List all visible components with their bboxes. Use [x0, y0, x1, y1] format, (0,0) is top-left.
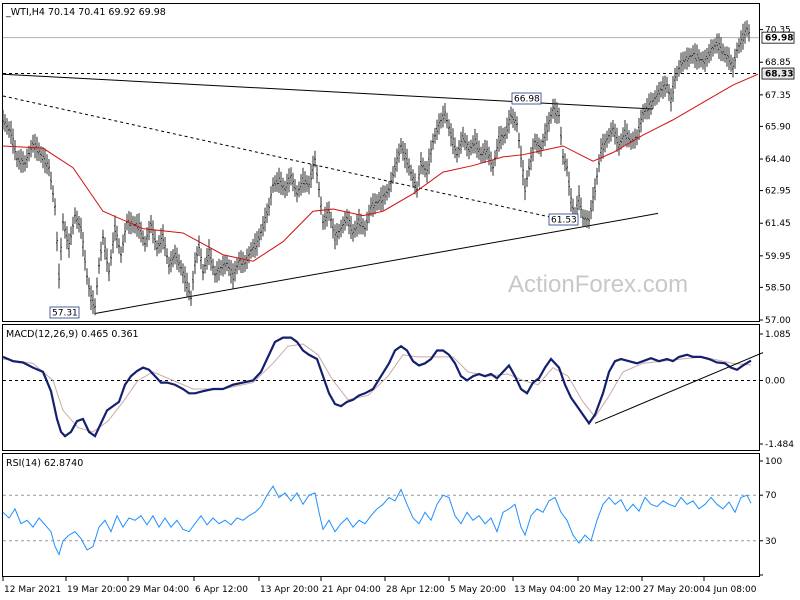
price-badges: 57.31 66.98 61.53 69.98 68.33: [49, 31, 795, 319]
price-tick-label: 59.95: [765, 252, 791, 262]
price-tick-label: 68.85: [765, 58, 791, 68]
macd-panel-frame: [2, 324, 760, 451]
price-label-badge: [49, 306, 80, 319]
watermark: ActionForex.com: [508, 271, 688, 298]
rsi-line: [2, 485, 752, 556]
rsi-tick-label: 30: [765, 537, 777, 547]
price-label-badge-text: 61.53: [551, 216, 577, 226]
macd-y-axis: 1.085 0.00 -1.484: [759, 330, 794, 450]
price-tick-label: 62.95: [765, 187, 791, 197]
price-y-axis: 70.35 68.85 67.35 65.90 64.40 62.95 61.45 59.95…: [759, 26, 791, 326]
macd-main-path: [2, 336, 752, 438]
resistance-trend-line: [2, 73, 654, 110]
rsi-path: [2, 485, 752, 556]
price-tick-label: 58.50: [765, 283, 791, 293]
macd-main-line: [2, 336, 752, 438]
price-tick-label: 65.90: [765, 122, 791, 132]
price-moving-average: [2, 73, 759, 262]
falling-trend-line: [2, 95, 574, 223]
price-panel-frame: [2, 3, 760, 322]
rsi-panel-frame: [2, 453, 760, 577]
price-label-badge-text: 66.98: [514, 95, 540, 105]
macd-signal-line: [2, 343, 752, 433]
rsi-y-axis: 100 70 30: [759, 457, 782, 576]
price-label-badge-text: 57.31: [52, 309, 78, 319]
macd-signal-path: [2, 343, 752, 433]
axis-price-badge: [761, 67, 795, 80]
rsi-level-lines: [3, 494, 759, 542]
time-tick-label: 5 May 20:00: [450, 585, 506, 595]
price-tick-label: 64.40: [765, 155, 791, 165]
price-label-badge: [548, 213, 579, 226]
time-tick-label: 28 Apr 12:00: [386, 585, 445, 595]
axis-price-badge-label: 68.33: [765, 70, 793, 80]
price-panel-title: _WTI,H4 70.14 70.41 69.92 69.98: [5, 7, 166, 18]
time-x-axis: 12 Mar 2021 19 Mar 20:00 29 Mar 04:00 6 Apr…: [2, 577, 757, 595]
rsi-tick-label: 100: [765, 457, 782, 467]
axis-price-badge-label: 69.98: [765, 34, 793, 44]
price-tick-label: 70.35: [765, 26, 791, 36]
price-bars: [2, 20, 750, 316]
time-tick-label: 27 May 20:00: [643, 585, 705, 595]
time-tick-label: 19 Mar 20:00: [67, 585, 127, 595]
macd-tick-label: 1.085: [765, 330, 791, 340]
macd-rising-trend: [594, 352, 764, 424]
price-tick-label: 67.35: [765, 91, 791, 101]
time-tick-label: 21 Apr 04:00: [322, 585, 381, 595]
rsi-tick-label: 70: [765, 491, 777, 501]
time-tick-label: 4 Jun 08:00: [705, 585, 757, 595]
macd-trend-line: [594, 352, 764, 424]
time-tick-label: 12 Mar 2021: [4, 585, 61, 595]
time-tick-label: 20 May 12:00: [579, 585, 641, 595]
price-series: [2, 20, 750, 316]
moving-average-line: [2, 73, 759, 262]
time-tick-label: 13 Apr 20:00: [260, 585, 319, 595]
price-tick-label: 57.00: [765, 316, 791, 326]
macd-panel-title: MACD(12,26,9) 0.465 0.361: [6, 329, 139, 340]
price-tick-label: 61.45: [765, 219, 791, 229]
time-tick-label: 29 Mar 04:00: [129, 585, 189, 595]
macd-tick-label: 0.00: [765, 376, 785, 386]
time-tick-label: 6 Apr 12:00: [195, 585, 248, 595]
axis-price-badge: [761, 31, 795, 44]
rsi-panel-title: RSI(14) 62.8740: [6, 458, 83, 469]
time-tick-label: 13 May 04:00: [514, 585, 576, 595]
price-label-badge: [511, 92, 542, 105]
macd-tick-label: -1.484: [765, 440, 794, 450]
